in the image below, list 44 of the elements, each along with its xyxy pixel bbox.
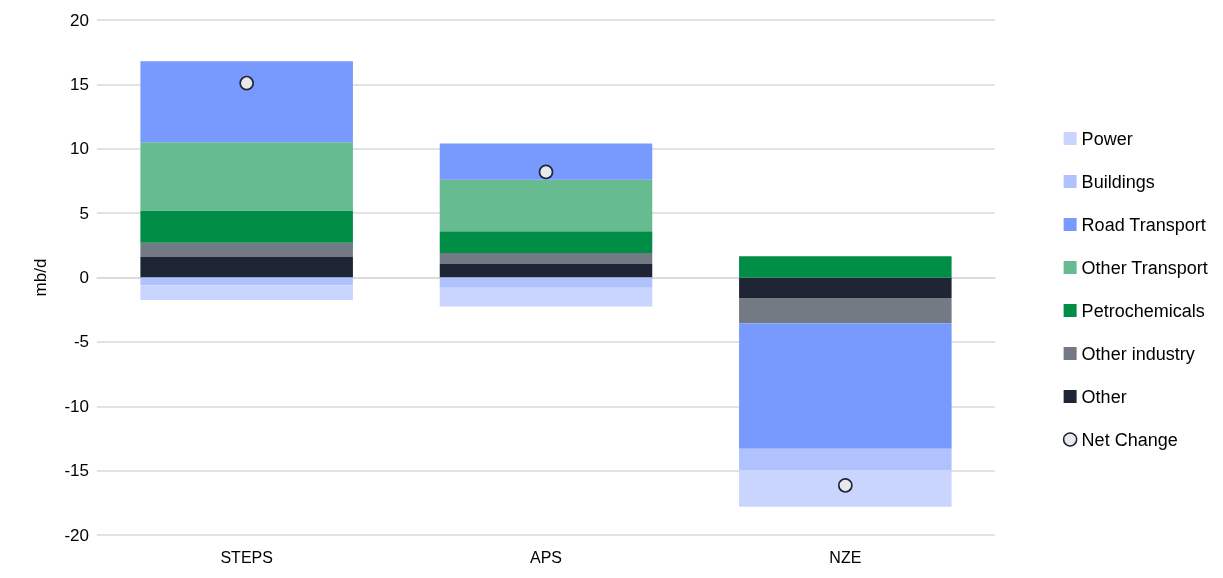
y-tick-label: -10	[64, 396, 89, 416]
y-tick-label: -5	[73, 332, 89, 352]
bar	[439, 231, 653, 254]
x-tick-label: STEPS	[220, 548, 273, 566]
bar	[739, 448, 952, 470]
bar	[439, 179, 653, 232]
point	[538, 164, 554, 180]
bar	[140, 210, 353, 243]
bar	[439, 277, 653, 288]
y-tick-label: 15	[70, 74, 89, 94]
y-tick-label: -20	[64, 525, 89, 545]
bar	[739, 277, 952, 299]
y-tick-label: 0	[79, 268, 89, 287]
bar	[739, 323, 952, 449]
bar	[739, 256, 952, 278]
legend-label: Petrochemicals	[1081, 300, 1205, 321]
bar	[739, 298, 952, 324]
x-tick-label: NZE	[829, 548, 862, 566]
legend-label: Buildings	[1081, 171, 1155, 192]
bar	[439, 253, 653, 264]
bar	[439, 287, 653, 307]
legend-label: Power	[1081, 128, 1133, 149]
y-tick-label: 20	[70, 10, 89, 30]
bar	[140, 142, 353, 211]
bar	[739, 469, 952, 507]
bar	[140, 277, 353, 286]
bar	[140, 242, 353, 257]
bar	[140, 256, 353, 278]
bar	[439, 263, 653, 278]
legend-label: Net Change	[1081, 429, 1178, 450]
bar	[439, 143, 653, 180]
y-tick-label: 5	[79, 203, 89, 223]
legend-label: Other industry	[1081, 343, 1195, 364]
legend-label: Road Transport	[1081, 214, 1206, 235]
point	[239, 75, 254, 91]
bar	[140, 61, 353, 143]
y-tick-label: -15	[64, 461, 89, 481]
legend-label: Other Transport	[1081, 257, 1208, 278]
point	[838, 478, 853, 493]
bar	[140, 285, 353, 301]
legend-label: Other	[1081, 386, 1127, 407]
y-axis-title: mb/d	[31, 258, 50, 297]
y-tick-label: 10	[70, 139, 89, 159]
x-tick-label: APS	[529, 548, 563, 566]
